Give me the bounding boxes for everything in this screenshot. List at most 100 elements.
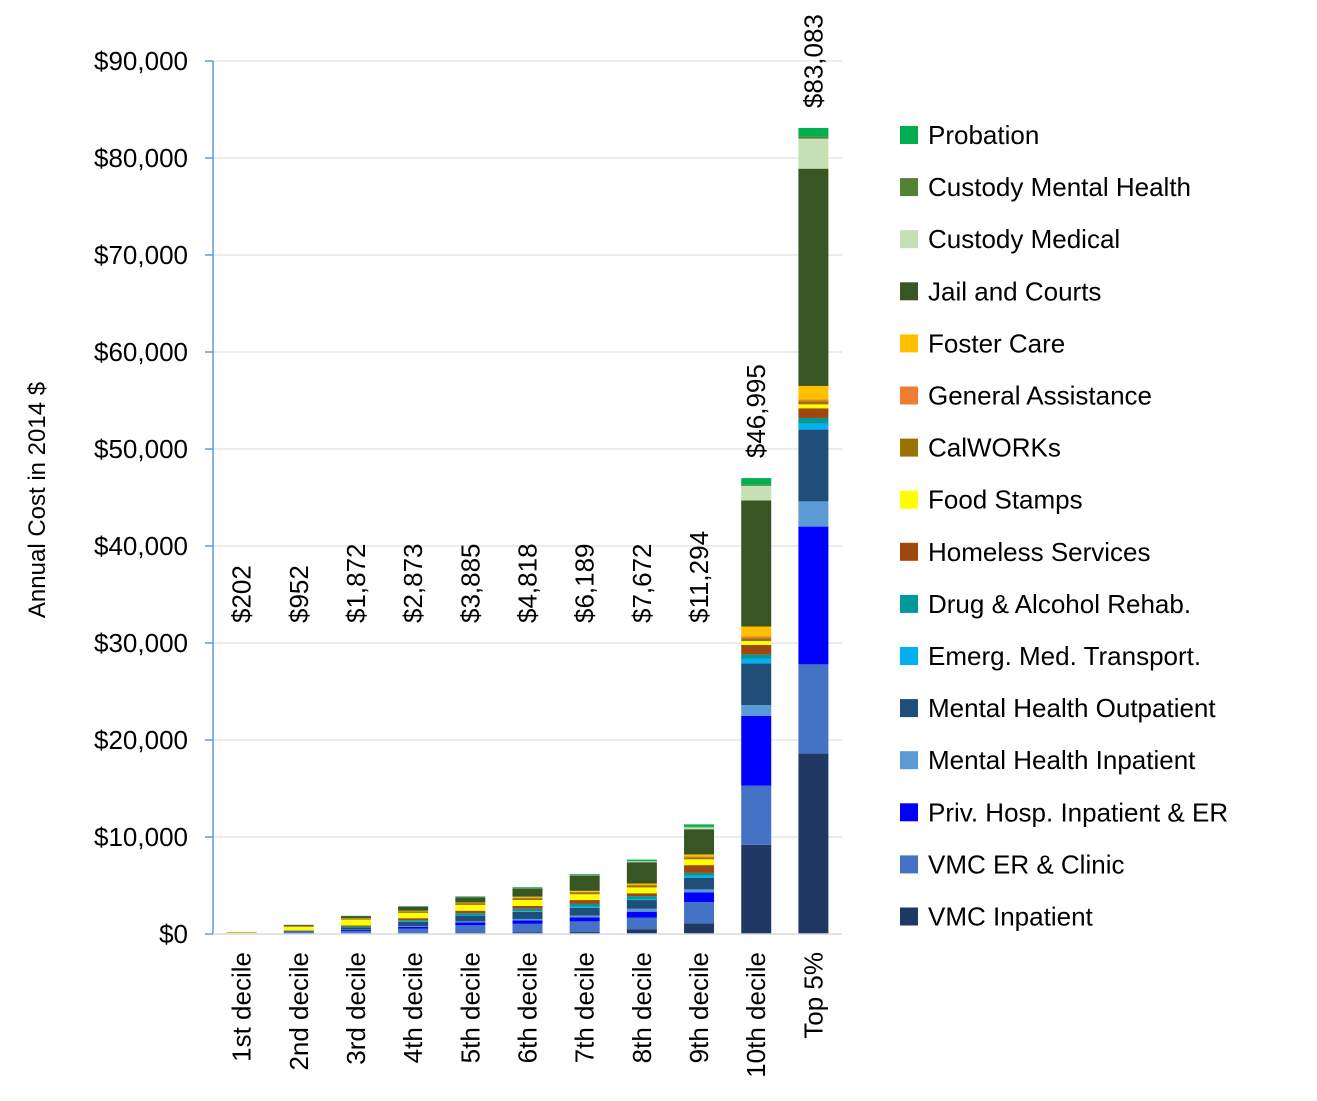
bar-segment bbox=[398, 926, 429, 929]
legend-swatch bbox=[900, 490, 918, 509]
bar-segment bbox=[684, 854, 715, 857]
y-tick-label: $80,000 bbox=[94, 143, 188, 173]
bar-segment bbox=[626, 900, 657, 909]
x-tick-label: 3rd decile bbox=[341, 952, 371, 1065]
bar-segment bbox=[684, 829, 715, 855]
bar-segment bbox=[684, 857, 715, 860]
bar-segment bbox=[569, 875, 600, 891]
legend-swatch bbox=[900, 334, 918, 353]
bar-segment bbox=[684, 856, 715, 858]
legend-swatch bbox=[900, 803, 918, 822]
bar-segment bbox=[512, 911, 543, 919]
bar-segment bbox=[512, 918, 543, 921]
bar-segment bbox=[455, 904, 486, 911]
bar-segment bbox=[741, 663, 772, 706]
legend-swatch bbox=[900, 178, 918, 197]
legend-label: VMC ER & Clinic bbox=[928, 849, 1124, 879]
legend-label: Custody Medical bbox=[928, 224, 1120, 254]
bar-segment bbox=[512, 900, 543, 906]
bar-segment bbox=[741, 715, 772, 786]
legend-swatch bbox=[900, 855, 918, 874]
total-label: $11,294 bbox=[684, 531, 714, 623]
legend-swatch bbox=[900, 907, 918, 926]
bar-segment bbox=[684, 889, 715, 893]
bar-segment bbox=[398, 921, 429, 927]
bar-segment bbox=[340, 916, 371, 919]
bar-segment bbox=[569, 915, 600, 918]
legend-label: Homeless Services bbox=[928, 537, 1151, 567]
bar-segment bbox=[798, 168, 829, 386]
bar-segment bbox=[398, 906, 429, 911]
total-label: $46,995 bbox=[741, 364, 771, 458]
bar-segment bbox=[798, 404, 829, 409]
bar-segment bbox=[798, 429, 829, 502]
bar-segment bbox=[569, 892, 600, 895]
bar-segment bbox=[798, 423, 829, 430]
bar-segment bbox=[398, 920, 429, 922]
bar-segment bbox=[626, 893, 657, 897]
bar-segment bbox=[626, 862, 657, 884]
legend-swatch bbox=[900, 594, 918, 613]
bar-segment bbox=[398, 911, 429, 913]
bar-segment bbox=[569, 907, 600, 916]
legend-swatch bbox=[900, 647, 918, 665]
bar-segment bbox=[798, 385, 829, 400]
y-tick-label: $20,000 bbox=[94, 725, 188, 755]
bar-segment bbox=[741, 484, 772, 486]
bar-segment bbox=[455, 922, 486, 926]
bar-segment bbox=[512, 923, 543, 933]
legend-swatch bbox=[900, 126, 918, 144]
legend-swatch bbox=[900, 751, 918, 770]
x-tick-label: 7th decile bbox=[570, 952, 600, 1063]
bar-segment bbox=[340, 919, 371, 926]
bar-segment bbox=[741, 785, 772, 845]
total-label: $2,873 bbox=[398, 543, 428, 623]
bar-segment bbox=[512, 896, 543, 898]
bar-segment bbox=[340, 929, 371, 931]
bar-segment bbox=[569, 873, 600, 875]
total-label: $4,818 bbox=[513, 543, 543, 623]
x-tick-label: Top 5% bbox=[798, 952, 828, 1039]
legend-swatch bbox=[900, 230, 918, 249]
bar-segment bbox=[798, 399, 829, 402]
bar-segment bbox=[455, 913, 486, 916]
bar-segment bbox=[626, 899, 657, 901]
bar-segment bbox=[684, 875, 715, 878]
legend-label: General Assistance bbox=[928, 381, 1152, 411]
bar-segment bbox=[798, 753, 829, 934]
total-label: $83,083 bbox=[798, 14, 828, 108]
bar-segment bbox=[798, 138, 829, 169]
legend-label: Food Stamps bbox=[928, 485, 1083, 515]
bar-segment bbox=[340, 925, 371, 927]
legend-label: Mental Health Outpatient bbox=[928, 693, 1216, 723]
bar-segment bbox=[512, 908, 543, 912]
bar-segment bbox=[512, 898, 543, 901]
legend-swatch bbox=[900, 699, 918, 718]
bar-segment bbox=[684, 865, 715, 873]
bar-segment bbox=[569, 906, 600, 908]
bar-segment bbox=[626, 883, 657, 886]
total-label: $6,189 bbox=[570, 543, 600, 623]
bar-segment bbox=[798, 136, 829, 139]
x-tick-label: 2nd decile bbox=[284, 952, 314, 1071]
y-tick-label: $30,000 bbox=[94, 628, 188, 658]
total-label: $952 bbox=[284, 565, 314, 623]
bar-segment bbox=[798, 408, 829, 418]
total-label: $3,885 bbox=[455, 543, 485, 623]
x-tick-label: 6th decile bbox=[513, 952, 543, 1063]
bar-segment bbox=[798, 417, 829, 424]
bar-segment bbox=[798, 501, 829, 527]
bar-segment bbox=[512, 905, 543, 909]
bar-segment bbox=[741, 644, 772, 655]
bar-segment bbox=[626, 896, 657, 900]
y-tick-label: $60,000 bbox=[94, 337, 188, 367]
bar-segment bbox=[741, 626, 772, 637]
legend-label: Probation bbox=[928, 120, 1039, 150]
legend-label: Drug & Alcohol Rehab. bbox=[928, 589, 1191, 619]
x-tick-label: 5th decile bbox=[455, 952, 485, 1063]
bar-segment bbox=[626, 929, 657, 934]
bar-segment bbox=[626, 908, 657, 912]
y-tick-label: $90,000 bbox=[94, 46, 188, 76]
bar-segment bbox=[569, 890, 600, 892]
